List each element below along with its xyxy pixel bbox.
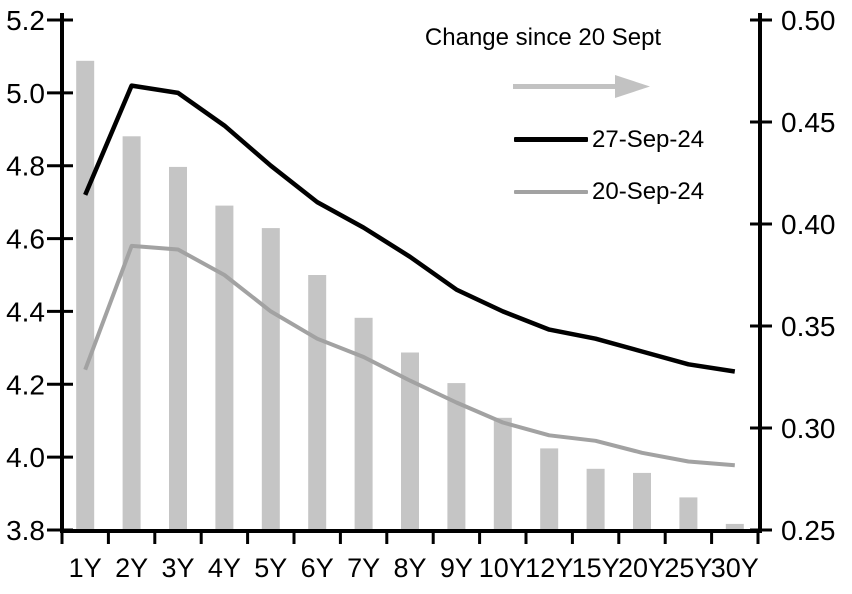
x-axis-label-12Y: 12Y [525,553,573,583]
x-axis-label-25Y: 25Y [664,553,712,583]
x-axis-label-9Y: 9Y [440,553,473,583]
bar-12Y [540,448,559,530]
legend-title: Change since 20 Sept [424,24,662,51]
bar-10Y [493,417,512,530]
right-axis-label: 0.25 [781,515,836,546]
right-axis-label: 0.30 [781,413,836,444]
x-axis-label-2Y: 2Y [115,553,148,583]
right-axis-label: 0.50 [781,5,836,36]
right-axis-label: 0.35 [781,311,836,342]
right-axis-label: 0.45 [781,107,836,138]
left-axis-label: 5.0 [6,78,45,109]
bar-15Y [586,468,605,530]
left-axis-label: 4.2 [6,369,45,400]
bar-4Y [215,205,234,530]
left-axis-label: 4.4 [6,296,45,327]
left-axis-label: 3.8 [6,515,45,546]
bar-6Y [308,275,327,530]
bar-1Y [76,60,95,531]
bar-20Y [633,472,651,530]
legend-line-sample-27sep [514,137,588,142]
left-axis-label: 4.6 [6,224,45,255]
x-axis-label-6Y: 6Y [301,553,334,583]
bar-30Y [725,523,744,530]
x-axis-label-3Y: 3Y [161,553,194,583]
bar-9Y [447,383,466,530]
line-20-Sep-24 [83,243,735,468]
left-axis-label: 4.0 [6,442,45,473]
bar-5Y [261,228,280,530]
legend-label-20sep: 20-Sep-24 [592,178,705,205]
legend-line-sample-20sep [514,190,588,194]
change-right-arrow-icon [513,75,650,98]
x-axis-label-20Y: 20Y [618,553,666,583]
x-axis-label-5Y: 5Y [254,553,287,583]
x-axis-label-4Y: 4Y [208,553,241,583]
left-axis-label: 5.2 [6,5,45,36]
legend-label-27sep: 27-Sep-24 [592,126,705,153]
line-27-Sep-24 [83,83,736,374]
bar-8Y [401,352,419,530]
bar-7Y [354,317,373,530]
x-axis-label-30Y: 30Y [711,553,759,583]
left-axis-label: 4.8 [6,151,45,182]
bar-25Y [679,497,698,530]
bar-3Y [169,166,187,530]
right-axis-label: 0.40 [781,209,836,240]
x-axis-label-15Y: 15Y [572,553,620,583]
x-axis-label-7Y: 7Y [347,553,380,583]
x-axis-label-10Y: 10Y [479,553,527,583]
x-axis-label-1Y: 1Y [69,553,102,583]
bar-2Y [122,136,141,531]
x-axis-label-8Y: 8Y [393,553,426,583]
